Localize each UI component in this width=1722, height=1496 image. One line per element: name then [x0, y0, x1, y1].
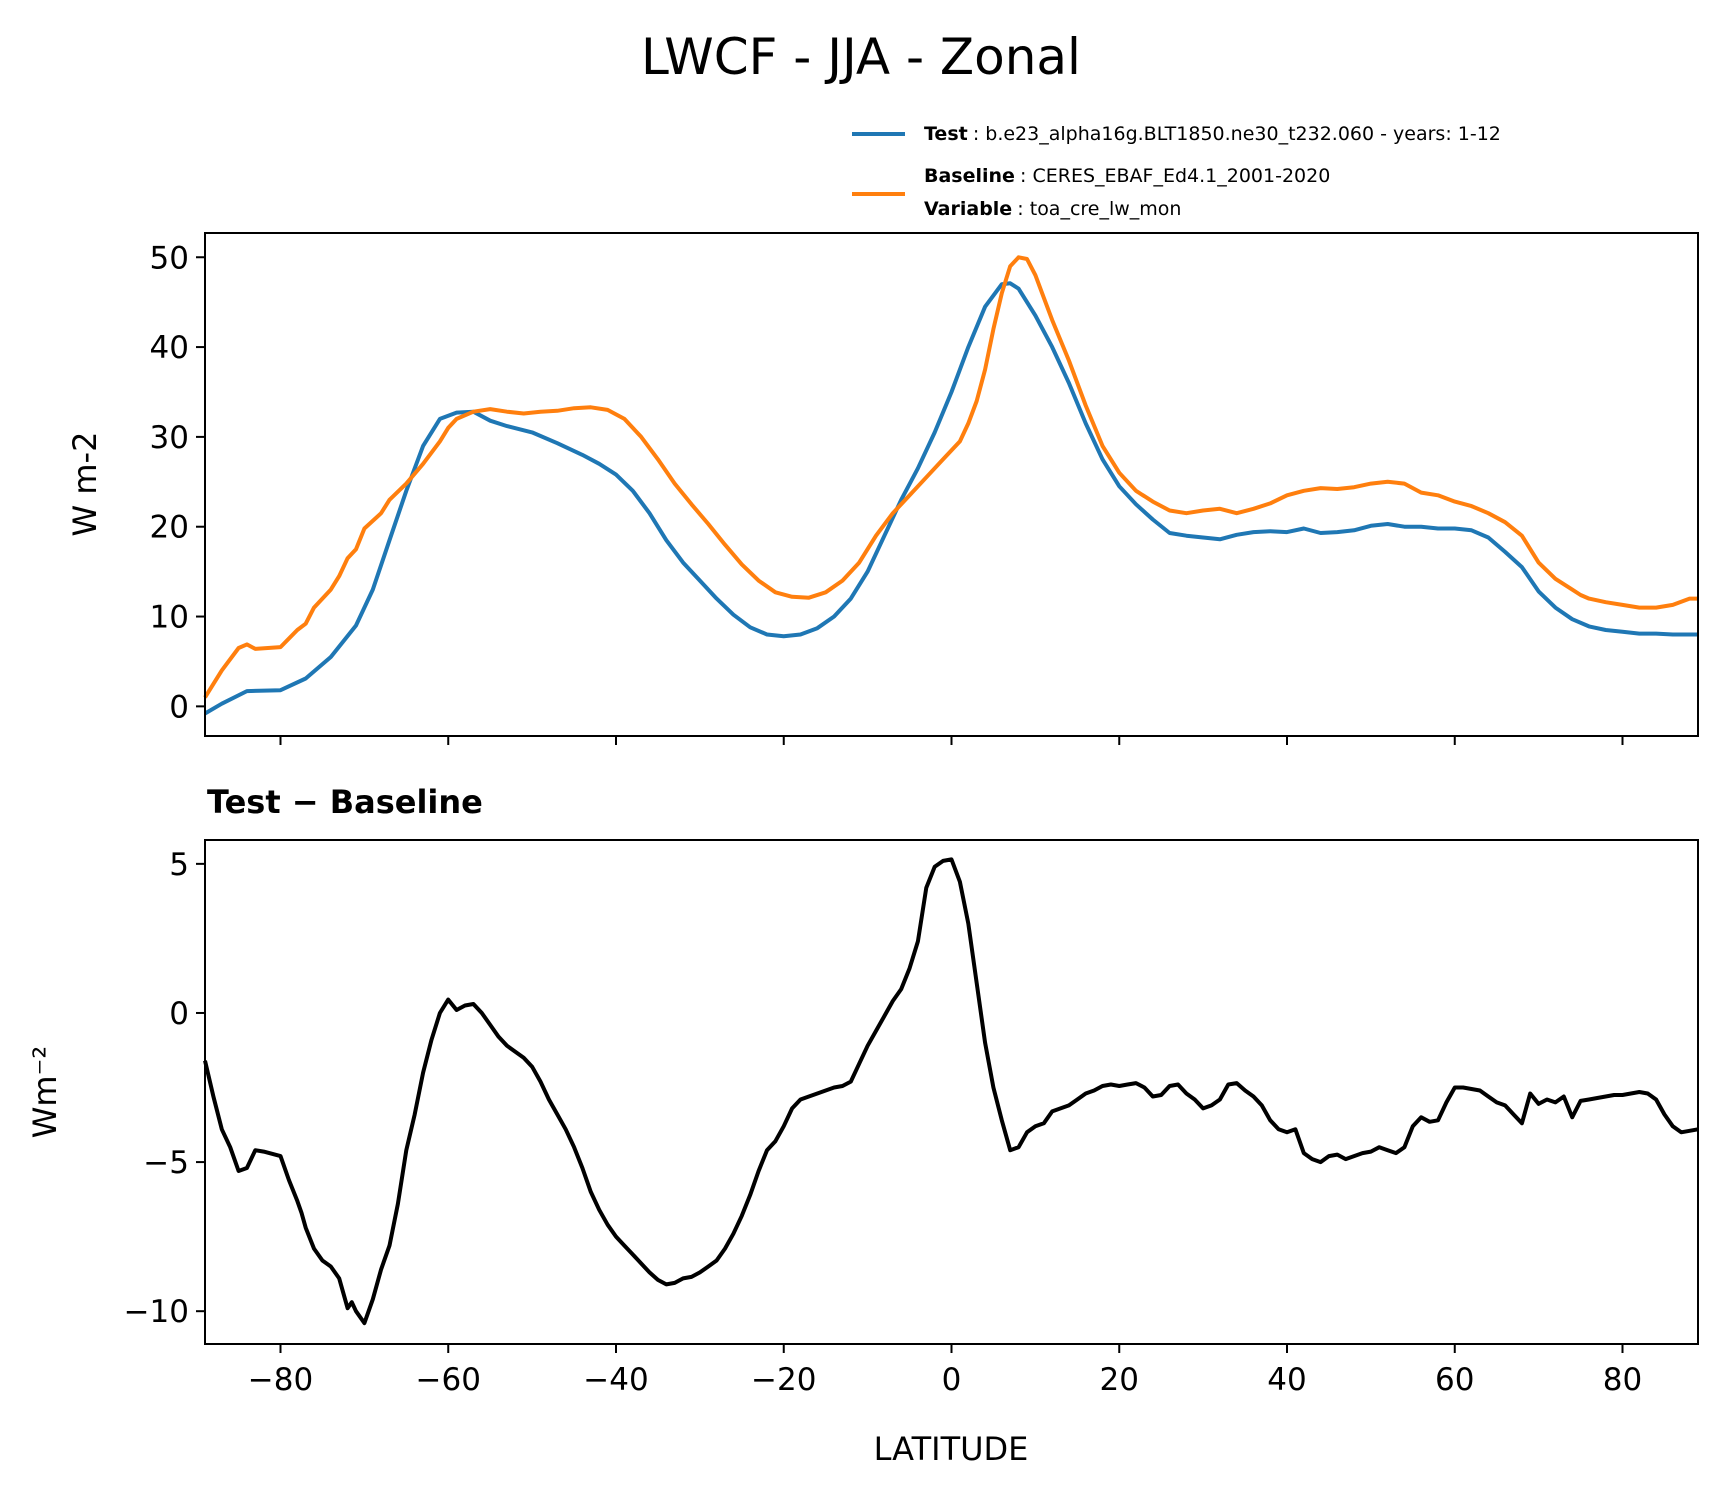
bottom-series-line-test-baseline — [203, 857, 1699, 1326]
bottom-x-tick-label: −60 — [416, 1362, 481, 1398]
legend-test-label: Test — [924, 123, 968, 145]
bottom-x-tick-label: −80 — [248, 1362, 313, 1398]
bottom-y-axis-label: Wm⁻² — [26, 1046, 64, 1139]
top-plot-frame — [204, 232, 1699, 737]
legend-test-text: : b.e23_alpha16g.BLT1850.ne30_t232.060 -… — [973, 123, 1501, 145]
top-y-axis-label: W m-2 — [66, 432, 104, 537]
top-y-tick-label: 20 — [150, 510, 189, 546]
x-axis-label: LATITUDE — [874, 1430, 1029, 1468]
bottom-x-tick-label: 80 — [1603, 1362, 1642, 1398]
legend-baseline-text: : CERES_EBAF_Ed4.1_2001-2020 — [1020, 165, 1330, 187]
chart-title: LWCF - JJA - Zonal — [641, 28, 1081, 86]
bottom-x-tick-label: 20 — [1100, 1362, 1139, 1398]
legend-variable-text: : toa_cre_lw_mon — [1017, 198, 1181, 220]
top-y-tick-label: 50 — [150, 240, 189, 276]
bottom-y-tick-label: −5 — [143, 1145, 189, 1181]
legend-variable-label: Variable — [924, 198, 1012, 220]
bottom-plot-frame — [204, 839, 1699, 1345]
svg-text:Baseline : CERES_EBAF_Ed: Baseline : CERES_EBAF_Ed4.1_2001-2020 — [924, 165, 1330, 187]
bottom-x-tick-label: 0 — [942, 1362, 962, 1398]
bottom-x-tick-label: 40 — [1267, 1362, 1306, 1398]
top-y-tick-label: 40 — [150, 330, 189, 366]
bottom-panel-subtitle: Test − Baseline — [207, 783, 483, 821]
legend: Test : b.e23_alpha16g.BLT1850.ne30_t232.… — [852, 123, 1501, 220]
bottom-x-tick-label: −40 — [583, 1362, 648, 1398]
top-series-line-test — [203, 281, 1698, 716]
top-y-tick-label: 10 — [150, 600, 189, 636]
legend-baseline-label: Baseline — [924, 165, 1015, 187]
svg-text:Test : b.e23_alpha16g.BL: Test : b.e23_alpha16g.BLT1850.ne30_t232.… — [924, 123, 1501, 145]
top-y-tick-label: 30 — [150, 420, 189, 456]
bottom-y-tick-label: −10 — [124, 1294, 189, 1330]
bottom-x-tick-label: −20 — [751, 1362, 816, 1398]
top-y-tick-label: 0 — [169, 689, 189, 725]
top-panel: 0 10 20 30 40 50 W m-2 — [66, 232, 1699, 745]
bottom-x-tick-label: 60 — [1435, 1362, 1474, 1398]
bottom-y-tick-label: 0 — [169, 996, 189, 1032]
bottom-y-tick-label: 5 — [169, 847, 189, 883]
top-series-line-baseline — [203, 255, 1698, 699]
bottom-panel: Test − Baseline −10 −5 0 5 −80 −60 −40 −20 0 20 40… — [26, 783, 1699, 1468]
svg-text:Variable : toa_cre_lw_mo: Variable : toa_cre_lw_mon — [924, 198, 1181, 220]
